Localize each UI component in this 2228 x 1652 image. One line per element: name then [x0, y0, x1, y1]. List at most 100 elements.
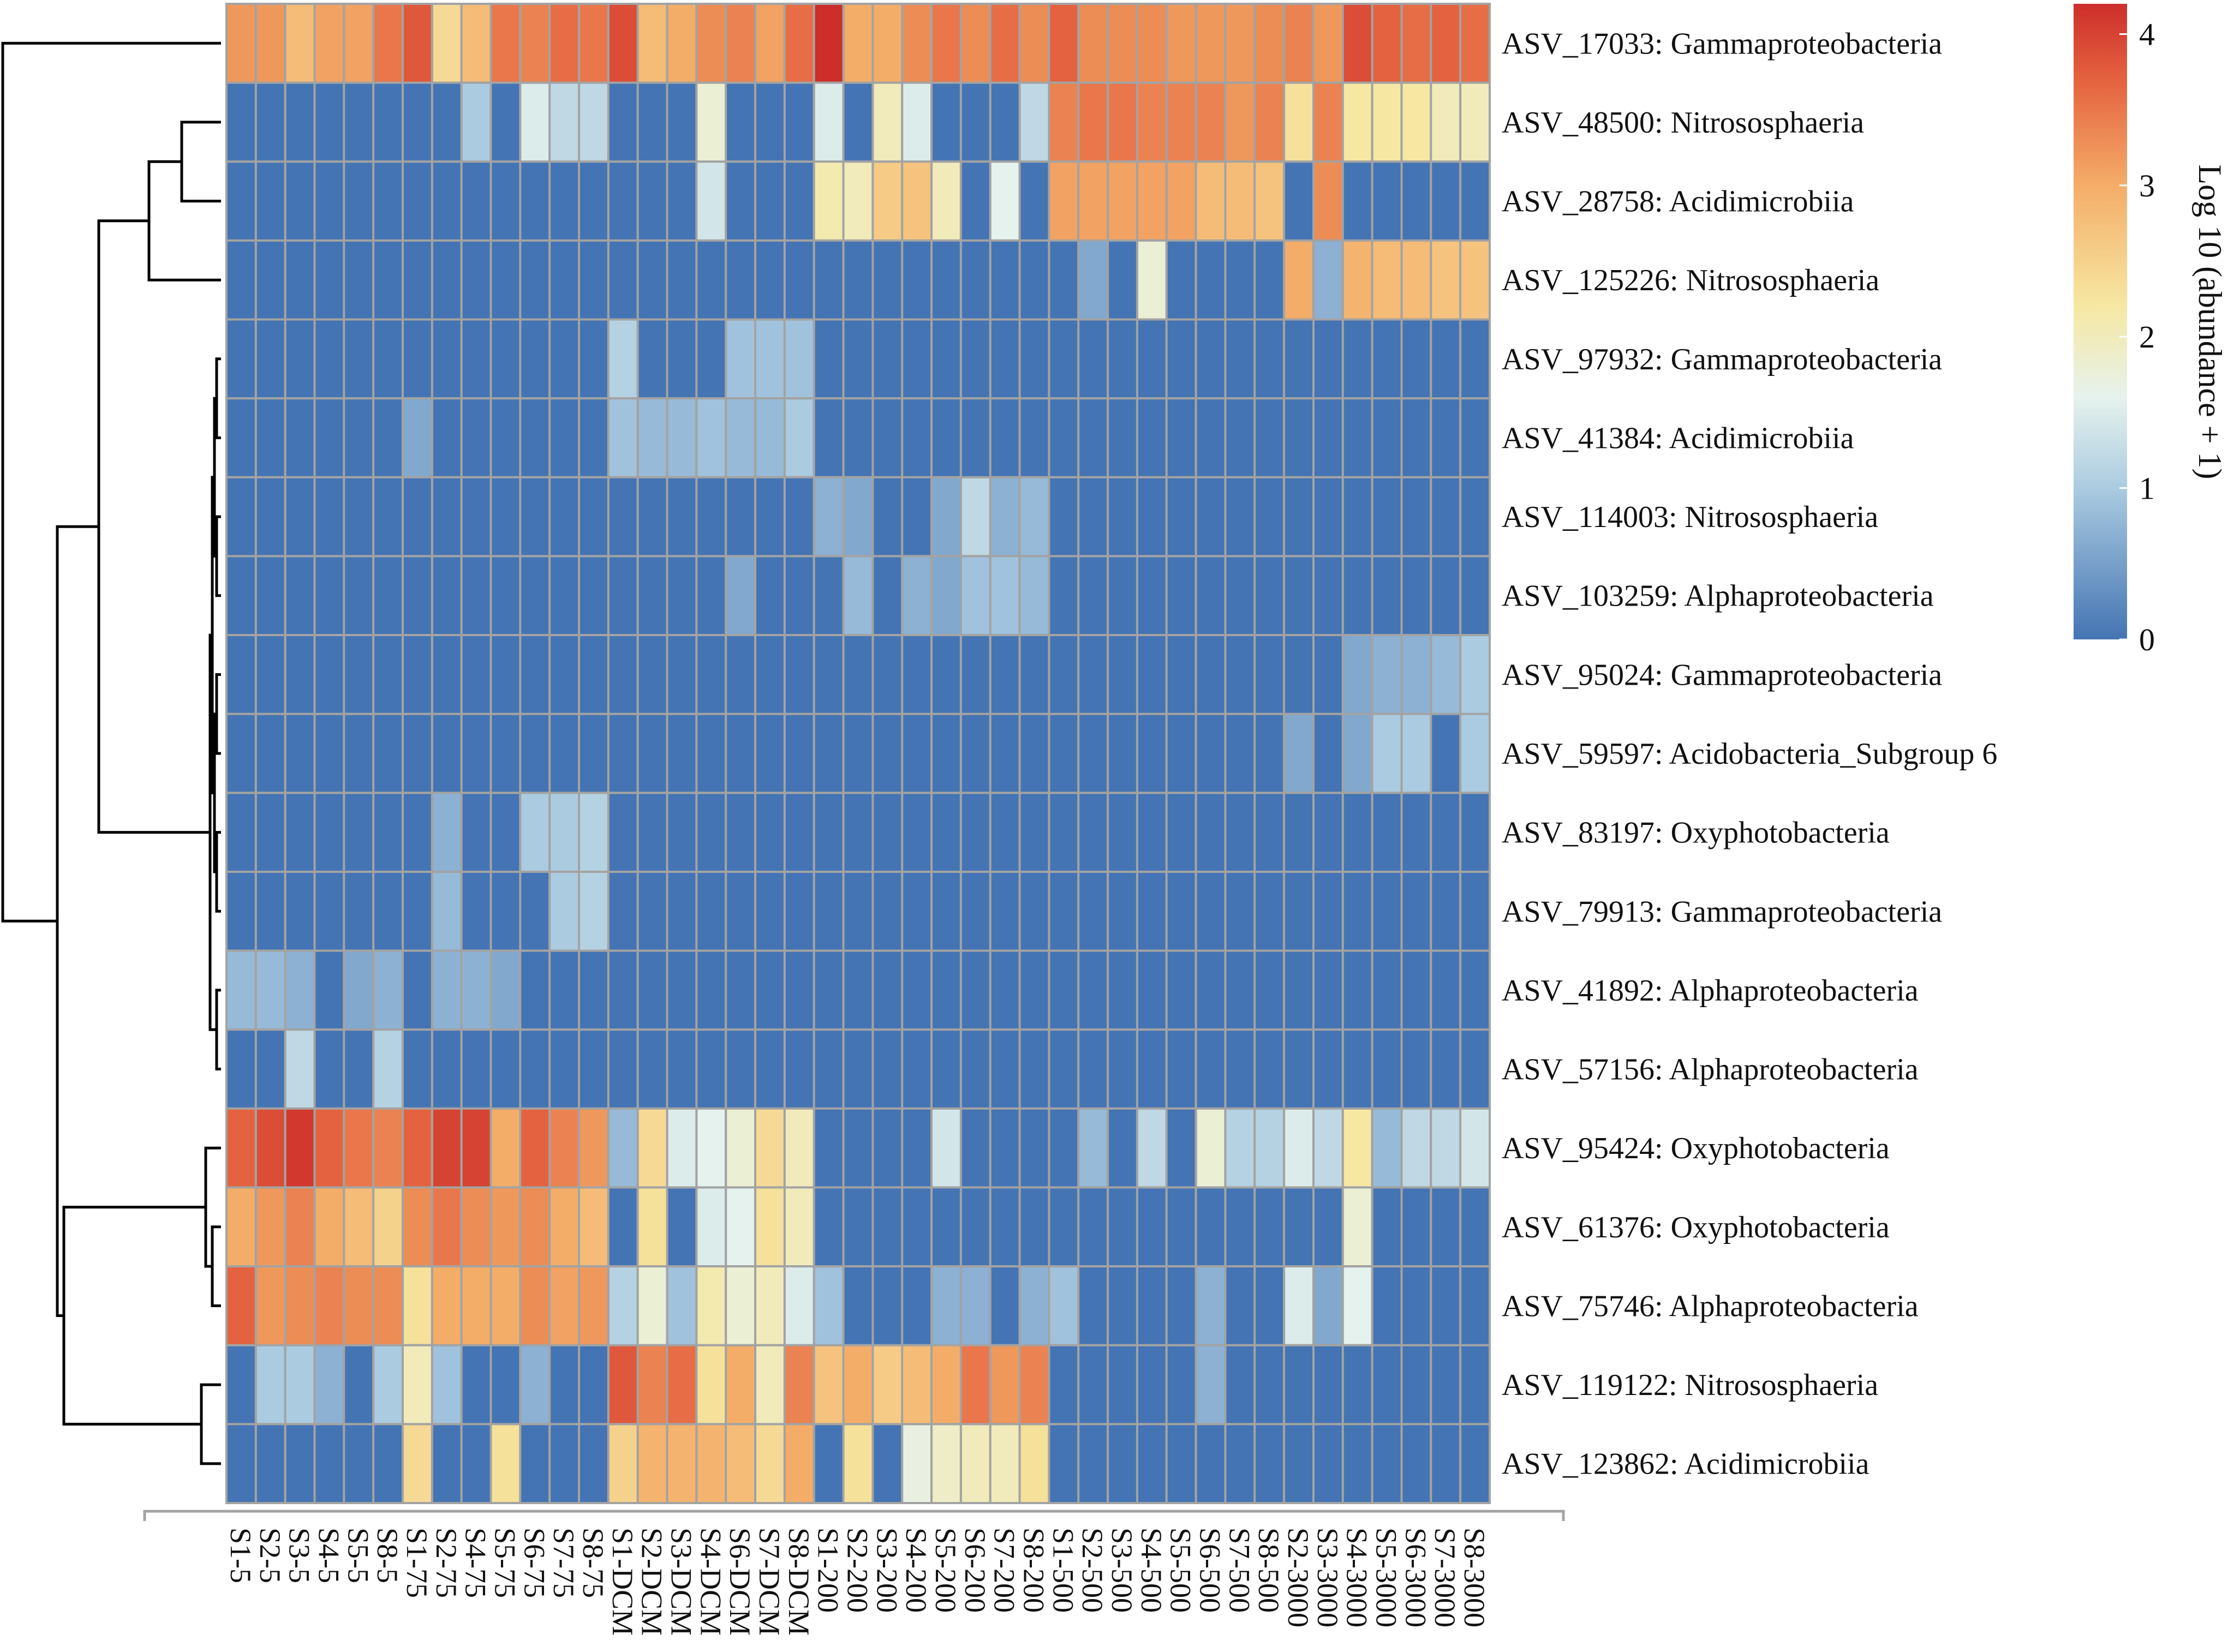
heatmap-cell — [1253, 1423, 1286, 1505]
heatmap-cell — [959, 1028, 991, 1110]
heatmap-cell — [225, 160, 257, 242]
heatmap-cell — [1107, 1028, 1138, 1110]
heatmap-cell — [1253, 634, 1286, 715]
heatmap-cell — [548, 634, 581, 715]
heatmap-cell — [1018, 634, 1050, 715]
heatmap-cell — [1165, 160, 1197, 242]
heatmap-cell — [725, 1344, 757, 1426]
heatmap-cell — [989, 81, 1021, 163]
heatmap-cell — [578, 1344, 610, 1426]
column-label: S8-5 — [371, 1528, 404, 1583]
bottom-axis-bracket — [143, 1510, 1565, 1521]
heatmap-cell — [813, 870, 845, 952]
heatmap-cell — [1136, 397, 1168, 478]
heatmap-cell — [1283, 1265, 1315, 1346]
heatmap-cell — [225, 555, 257, 637]
heatmap-cell — [1312, 81, 1344, 163]
heatmap-cell — [578, 634, 610, 715]
heatmap-cell — [548, 318, 581, 400]
heatmap-cell — [1077, 870, 1109, 952]
heatmap-cell — [343, 870, 375, 952]
heatmap-cell — [636, 3, 668, 84]
heatmap-cell — [489, 1028, 522, 1110]
heatmap-cell — [1371, 555, 1403, 637]
heatmap-cell — [1048, 792, 1080, 873]
heatmap-cell — [225, 1344, 257, 1426]
heatmap-cell — [1283, 1423, 1315, 1505]
heatmap-cell — [783, 318, 815, 400]
heatmap-cell — [548, 397, 581, 478]
heatmap-cell — [1165, 1344, 1197, 1426]
heatmap-cell — [871, 81, 904, 163]
column-label: S7-75 — [547, 1528, 580, 1598]
column-label: S5-75 — [489, 1528, 522, 1598]
heatmap-cell — [1459, 1423, 1491, 1505]
heatmap-cell — [1194, 160, 1227, 242]
heatmap-cell — [1077, 397, 1109, 478]
heatmap-cell — [725, 713, 757, 794]
heatmap-cell — [1312, 1344, 1344, 1426]
heatmap-cell — [666, 792, 698, 873]
heatmap-cell — [343, 318, 375, 400]
heatmap-cell — [1459, 1186, 1491, 1268]
heatmap-cell — [225, 1028, 257, 1110]
heatmap-cell — [1430, 1107, 1462, 1189]
column-label: S1-200 — [812, 1528, 845, 1613]
heatmap-cell — [725, 3, 757, 84]
axis-bracket-line — [143, 1510, 1565, 1521]
heatmap-cell — [1136, 160, 1168, 242]
heatmap-cell — [725, 318, 757, 400]
heatmap-cell — [901, 949, 933, 1031]
heatmap-cell — [1224, 1344, 1256, 1426]
heatmap-cell — [1048, 476, 1080, 558]
heatmap-cell — [754, 870, 786, 952]
column-label: S8-DCM — [783, 1528, 815, 1636]
column-label: S6-200 — [959, 1528, 991, 1613]
heatmap-cell — [1018, 81, 1050, 163]
heatmap-cell — [1400, 1344, 1432, 1426]
heatmap-cell — [578, 1107, 610, 1189]
heatmap-cell — [313, 1186, 345, 1268]
heatmap-cell — [783, 949, 815, 1031]
heatmap-cell — [1107, 1344, 1138, 1426]
heatmap-cell — [548, 1265, 581, 1346]
heatmap-cell — [1283, 1344, 1315, 1426]
heatmap-cell — [1136, 318, 1168, 400]
heatmap-cell — [1107, 1107, 1138, 1189]
heatmap-cell — [666, 949, 698, 1031]
heatmap-cell — [813, 1423, 845, 1505]
heatmap-cell — [313, 870, 345, 952]
heatmap-cell — [901, 1265, 933, 1346]
heatmap-cell — [1459, 713, 1491, 794]
dendrogram-branch — [215, 515, 221, 597]
heatmap-cell — [519, 397, 551, 478]
heatmap-cell — [519, 1423, 551, 1505]
row-label: ASV_75746: Alphaproteobacteria — [1502, 1289, 1919, 1323]
heatmap-cell — [813, 792, 845, 873]
heatmap-cell — [1018, 555, 1050, 637]
heatmap-cell — [754, 1107, 786, 1189]
heatmap-cell — [1283, 239, 1315, 321]
heatmap-cell — [959, 792, 991, 873]
heatmap-cell — [1283, 634, 1315, 715]
heatmap-cell — [1459, 239, 1491, 321]
heatmap-cell — [901, 476, 933, 558]
heatmap-cell — [989, 870, 1021, 952]
heatmap-cell — [1165, 1028, 1197, 1110]
heatmap-cell — [1400, 318, 1432, 400]
heatmap-cell — [1136, 1186, 1168, 1268]
heatmap-cell — [460, 634, 492, 715]
heatmap-cell — [901, 3, 933, 84]
heatmap-cell — [1194, 81, 1227, 163]
heatmap-cell — [842, 160, 874, 242]
heatmap-cell — [1253, 397, 1286, 478]
heatmap-cell — [959, 870, 991, 952]
column-label: S8-3000 — [1458, 1528, 1491, 1627]
heatmap-cell — [1136, 949, 1168, 1031]
heatmap-cell — [989, 634, 1021, 715]
heatmap-cell — [636, 1186, 668, 1268]
heatmap-cell — [754, 1028, 786, 1110]
heatmap-cell — [1400, 949, 1432, 1031]
heatmap-cell — [842, 792, 874, 873]
heatmap-cell — [402, 1423, 433, 1505]
